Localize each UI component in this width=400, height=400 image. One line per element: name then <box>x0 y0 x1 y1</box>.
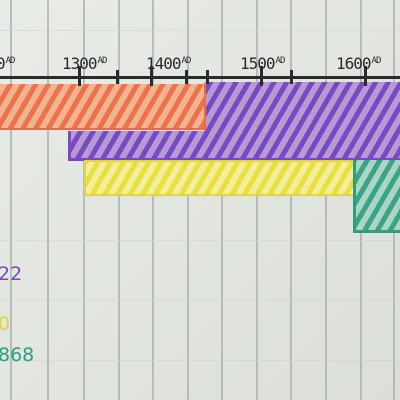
axis-tick <box>206 70 209 84</box>
ruled-line <box>152 0 154 400</box>
axis-tick <box>116 70 119 84</box>
axis-tick <box>185 70 188 84</box>
year-label: 1500AD <box>240 54 285 73</box>
teal-hatched-band <box>353 160 400 233</box>
ruled-line <box>256 0 258 400</box>
grid-line <box>0 360 400 361</box>
ruled-line <box>83 0 85 400</box>
axis-tick <box>260 66 263 86</box>
ruled-line <box>47 0 49 400</box>
year-label: 1400AD <box>146 54 191 73</box>
orange-hatched-band <box>0 84 206 130</box>
yellow-side-label: 0 <box>0 313 11 335</box>
grid-line <box>0 300 400 301</box>
ruled-line <box>10 0 12 400</box>
grid-line <box>0 240 400 241</box>
timeline-axis <box>0 76 400 79</box>
ruled-line <box>187 0 189 400</box>
grid-line <box>0 30 400 31</box>
ruled-line <box>118 0 120 400</box>
yellow-hatched-band <box>84 160 364 196</box>
year-label: 1300AD <box>62 54 107 73</box>
purple-side-label: 22 <box>0 263 23 285</box>
axis-tick <box>290 70 293 84</box>
ruled-line <box>290 0 292 400</box>
year-label: 1600AD <box>336 54 381 73</box>
axis-tick <box>78 66 81 86</box>
ruled-line <box>221 0 223 400</box>
teal-side-label: 868 <box>0 344 35 366</box>
ruled-line <box>325 0 327 400</box>
axis-tick <box>150 66 153 86</box>
axis-tick <box>364 66 367 86</box>
year-label: 0AD <box>0 54 15 73</box>
